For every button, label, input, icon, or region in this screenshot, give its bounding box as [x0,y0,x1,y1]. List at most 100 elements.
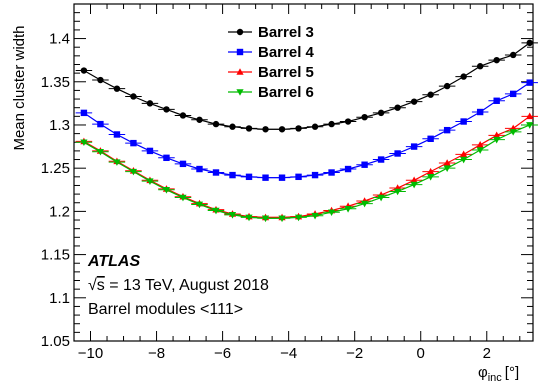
data-point [245,214,253,222]
data-point [476,147,484,154]
legend: Barrel 3 Barrel 4 Barrel 5 Barrel 6 [228,24,315,101]
data-point [163,154,170,162]
data-point [410,181,418,189]
y-tick-label: 1.15 [41,247,70,264]
data-point [328,169,335,176]
data-point [261,215,270,223]
data-point [196,165,203,173]
data-point [212,207,220,215]
data-point [460,156,468,164]
y-axis-title: Mean cluster width [11,25,28,150]
data-point [130,139,137,147]
data-point [162,186,171,194]
data-point [427,135,434,142]
data-point [476,108,484,116]
data-point [163,106,170,113]
x-axis-title-subscript: inc [488,372,503,383]
data-point [509,90,517,98]
data-point [146,100,154,107]
data-point [245,173,253,181]
data-point [228,212,237,219]
data-point [262,174,269,181]
data-point [361,113,368,121]
energy-label: √s = 13 TeV, August 2018 [88,277,269,294]
data-point [526,112,534,120]
legend-label: Barrel 4 [258,44,315,61]
data-point [427,174,435,181]
data-series [75,39,538,223]
x-axis-title-unit: [°] [505,364,519,381]
data-point [410,143,418,150]
data-point [460,118,467,125]
data-point [526,39,533,47]
y-tick-label: 1.1 [49,290,70,307]
data-point [476,141,484,148]
data-point [344,205,352,213]
legend-label: Barrel 6 [258,84,314,101]
data-point [493,97,500,104]
data-point [311,171,319,179]
data-point [113,85,121,92]
data-point [179,160,187,168]
legend-entry: Barrel 3 [228,24,314,41]
data-point [80,139,88,147]
data-point [245,125,253,132]
data-point [360,200,369,208]
data-point [410,176,418,184]
y-tick-label: 1.35 [41,74,70,91]
legend-label: Barrel 5 [258,64,314,81]
series-line [83,124,530,219]
data-point [526,79,533,86]
legend-marker [236,48,244,56]
data-point [212,120,220,128]
data-point [377,156,385,163]
data-point [410,98,418,105]
series-barrel-5 [75,112,538,221]
data-point [327,209,336,217]
series-barrel-4 [75,79,538,181]
modules-label: Barrel modules <111> [88,301,243,318]
energy-sqrt-s: s [97,277,105,294]
data-point [427,91,434,98]
data-point [130,93,137,100]
y-tick-label: 1.2 [49,203,70,220]
data-point [344,118,352,125]
data-point [146,147,154,155]
data-point [295,125,302,132]
data-point [460,150,468,158]
x-tick-label: 0 [417,345,425,362]
energy-rest: = 13 TeV, August 2018 [105,277,269,294]
data-point [394,188,402,196]
data-point [443,82,451,90]
energy-sqrt-symbol: √ [88,277,97,294]
series-barrel-3 [75,39,538,133]
data-point [311,123,319,130]
data-point [196,116,203,123]
plot-frame [73,3,534,342]
data-point [80,67,88,74]
x-tick-label: 2 [483,345,491,362]
data-point [229,171,236,179]
y-tick-label: 1.4 [49,31,70,48]
data-point [328,120,335,128]
data-point [278,126,286,133]
data-point [361,161,368,168]
x-tick-label: −2 [346,345,363,362]
axis-ticks: −10 −8 −6 −4 −2 0 2 1.05 1.1 1.15 1.2 1.25 1.3 1.35 1.… [41,3,533,362]
x-tick-label: −4 [280,345,297,362]
legend-entry: Barrel 5 [228,64,314,81]
data-point [195,201,204,209]
data-point [80,109,88,117]
data-point [146,178,154,185]
legend-entry: Barrel 4 [228,44,315,61]
data-point [476,63,484,70]
series-line [83,42,531,130]
data-point [526,122,534,129]
data-point [344,165,352,173]
y-tick-label: 1.05 [41,333,70,350]
data-point [113,159,121,166]
x-tick-label: −10 [78,345,103,362]
data-point [311,212,319,220]
data-point [278,174,286,181]
